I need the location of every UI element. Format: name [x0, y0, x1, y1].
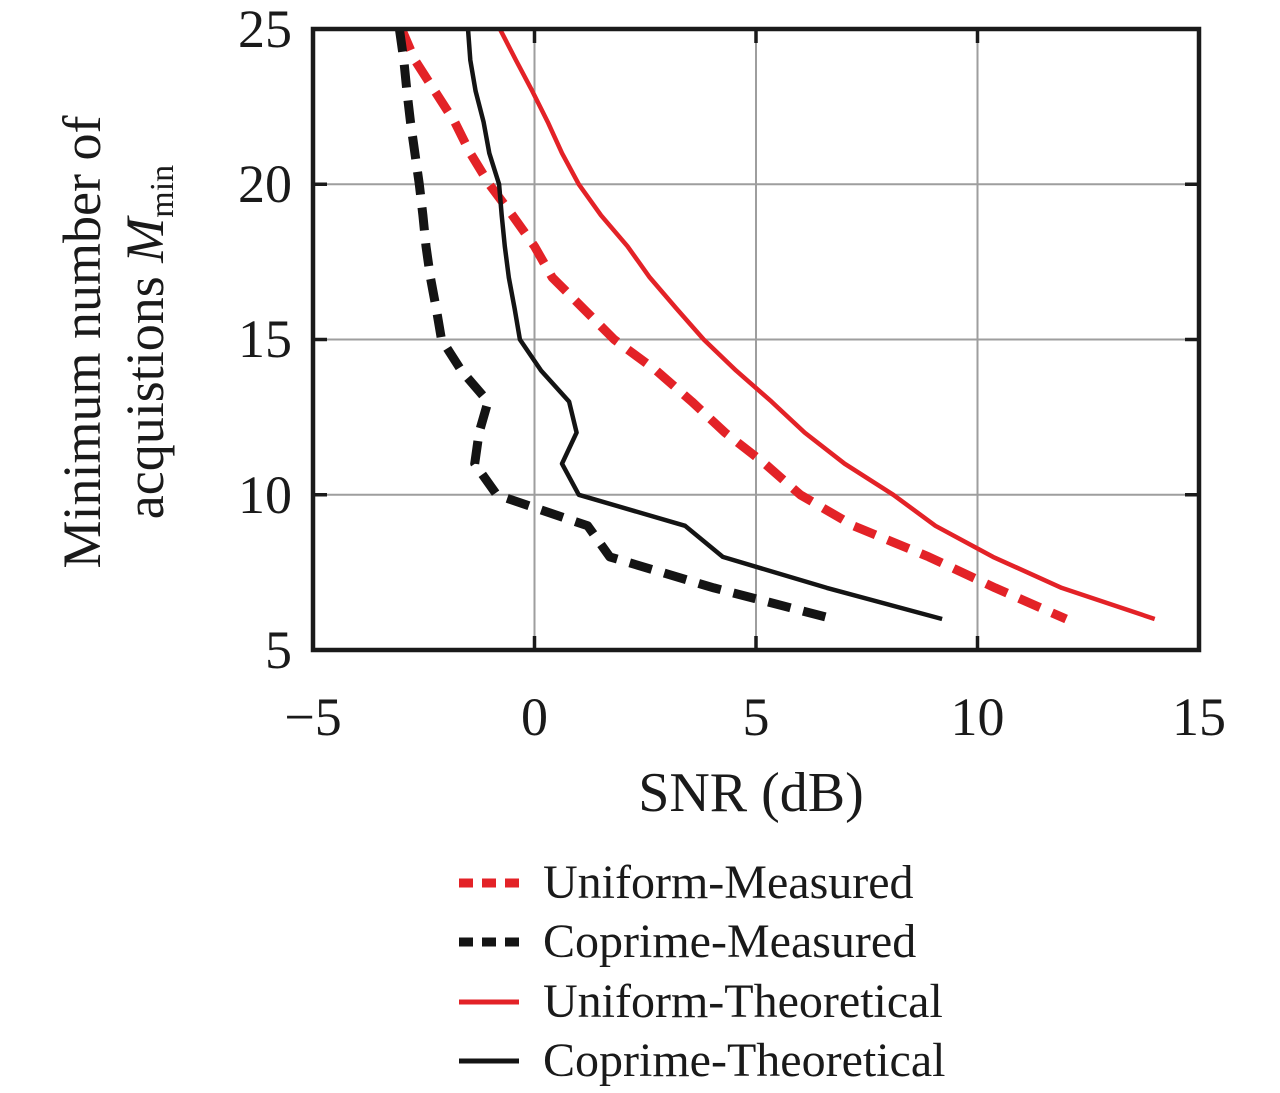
curve-uniform-theoretical — [497, 29, 1156, 622]
legend-label: Uniform-Measured — [543, 855, 914, 909]
x-axis-title: SNR (dB) — [638, 762, 864, 824]
y-axis-title: Minimum number of acquistions Mmin — [51, 52, 181, 632]
legend-item-uniform-measured: Uniform-Measured — [455, 853, 946, 913]
curve-coprime-theoretical — [465, 29, 943, 622]
m-subscript: min — [144, 164, 181, 218]
legend-label: Coprime-Theoretical — [543, 1034, 946, 1088]
x-tick-label-15: 15 — [1172, 687, 1226, 747]
legend-sample-uniform-theoretical-solid-line — [459, 999, 519, 1005]
y-tick-label-20: 20 — [238, 154, 292, 214]
x-tick-label-neg5: −5 — [284, 687, 342, 747]
legend-sample-coprime-theoretical-solid-line — [459, 1058, 519, 1064]
legend-sample-coprime-measured-dashed-line — [459, 937, 519, 947]
legend: Uniform-Measured Coprime-Measured Unifor… — [455, 853, 946, 1091]
y-axis-title-line1: Minimum number of — [52, 115, 112, 569]
legend-item-coprime-measured: Coprime-Measured — [455, 913, 946, 973]
curve-uniform-measured — [397, 29, 1068, 624]
legend-item-coprime-theoretical: Coprime-Theoretical — [455, 1032, 946, 1092]
m-symbol: M — [115, 217, 175, 263]
legend-label: Coprime-Measured — [543, 915, 917, 969]
axis-box — [310, 26, 1202, 653]
curve-coprime-measured — [394, 29, 835, 624]
y-tick-label-15: 15 — [238, 309, 292, 369]
legend-sample-uniform-measured-dashed-line — [459, 878, 519, 888]
y-axis-title-line2: acquistions Mmin — [115, 164, 181, 520]
y-tick-label-10: 10 — [238, 465, 292, 525]
x-tick-label-0: 0 — [521, 687, 548, 747]
legend-label: Uniform-Theoretical — [543, 974, 943, 1028]
y-tick-label-25: 25 — [238, 0, 292, 59]
x-tick-label-10: 10 — [950, 687, 1005, 747]
x-tick-label-5: 5 — [742, 687, 770, 747]
y-tick-label-5: 5 — [265, 620, 292, 680]
legend-item-uniform-theoretical: Uniform-Theoretical — [455, 972, 946, 1032]
